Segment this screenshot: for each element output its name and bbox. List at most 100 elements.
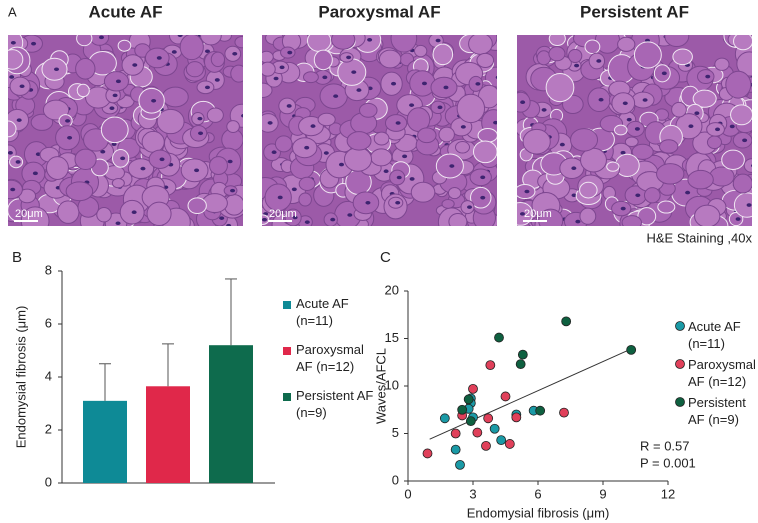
cell — [343, 146, 373, 172]
cell — [743, 158, 752, 173]
nucleus — [421, 81, 427, 86]
nucleus — [688, 124, 694, 128]
legend-entry: Acute AF (n=11) — [688, 319, 741, 351]
cell — [438, 126, 455, 143]
cell — [74, 148, 97, 171]
cell — [298, 176, 316, 191]
cell — [262, 50, 274, 64]
nucleus — [751, 164, 752, 168]
point — [535, 405, 546, 416]
legend-swatch — [283, 393, 291, 401]
nucleus — [115, 221, 121, 226]
nucleus — [109, 106, 115, 110]
nucleus — [395, 200, 401, 205]
nucleus — [742, 138, 748, 143]
nucleus — [383, 169, 389, 174]
point — [450, 444, 461, 455]
y-tick-label: 10 — [385, 377, 399, 392]
nucleus — [159, 157, 165, 162]
point — [450, 428, 461, 439]
cell — [200, 35, 222, 46]
nucleus — [8, 151, 13, 155]
y-tick-label: 2 — [45, 421, 52, 436]
y-tick-label: 0 — [45, 474, 52, 489]
cell — [477, 128, 497, 143]
cell — [631, 143, 654, 160]
nucleus — [226, 223, 232, 226]
nucleus — [661, 71, 667, 76]
nucleus — [396, 175, 402, 180]
nucleus — [132, 63, 138, 67]
legend-entry: Persistent AF (n=9) — [688, 395, 746, 427]
point — [485, 360, 496, 371]
nucleus — [622, 101, 628, 106]
cell — [656, 163, 685, 185]
nucleus — [9, 75, 15, 79]
point — [494, 332, 504, 343]
y-axis-label: Endomysial fibrosis (μm) — [13, 306, 28, 449]
cell — [633, 41, 662, 69]
cell — [621, 215, 642, 226]
nucleus — [596, 59, 602, 63]
cell — [454, 141, 471, 154]
nucleus — [685, 190, 691, 195]
point — [455, 459, 465, 470]
nucleus — [15, 160, 21, 164]
point — [561, 316, 572, 327]
nucleus — [402, 154, 408, 159]
point — [457, 404, 468, 415]
cell — [234, 36, 243, 49]
nucleus — [715, 127, 721, 132]
cell — [302, 71, 319, 84]
nucleus — [735, 217, 741, 221]
cell — [206, 107, 224, 123]
panel-label: B — [12, 249, 22, 266]
nucleus — [391, 81, 397, 86]
cell — [570, 128, 599, 152]
cell — [390, 35, 418, 53]
x-tick-label: 9 — [599, 486, 606, 501]
bar — [83, 400, 127, 483]
point — [504, 439, 515, 449]
cell — [657, 200, 676, 214]
annotation: P = 0.001 — [640, 455, 696, 470]
nucleus — [409, 103, 415, 107]
nucleus — [291, 187, 297, 192]
cell — [313, 49, 333, 71]
nucleus — [277, 195, 283, 200]
cell — [617, 36, 636, 52]
nucleus — [171, 50, 177, 54]
cell — [692, 89, 717, 108]
nucleus — [620, 150, 626, 155]
bar — [209, 345, 253, 483]
cell — [111, 178, 125, 189]
cell — [146, 201, 172, 226]
nucleus — [219, 216, 225, 220]
point — [515, 359, 526, 370]
nucleus — [194, 168, 200, 173]
point — [422, 448, 433, 459]
point — [559, 407, 569, 418]
cell — [317, 112, 336, 127]
nucleus — [437, 105, 443, 110]
nucleus — [140, 166, 146, 171]
cell — [359, 102, 378, 118]
point — [626, 344, 637, 355]
nucleus — [54, 67, 60, 72]
scale-bar-label: 20μm — [15, 208, 43, 220]
point — [465, 416, 476, 427]
nucleus — [16, 118, 22, 122]
cell — [730, 104, 752, 126]
cell — [643, 187, 661, 204]
cell — [721, 149, 745, 170]
cell — [637, 207, 657, 226]
nucleus — [626, 117, 632, 122]
point — [517, 349, 528, 360]
image-title: Paroxysmal AF — [318, 2, 440, 21]
nucleus — [120, 156, 126, 161]
nucleus — [197, 116, 203, 121]
nucleus — [177, 35, 183, 38]
cell — [209, 156, 228, 175]
cell — [185, 61, 204, 78]
nucleus — [286, 104, 292, 108]
